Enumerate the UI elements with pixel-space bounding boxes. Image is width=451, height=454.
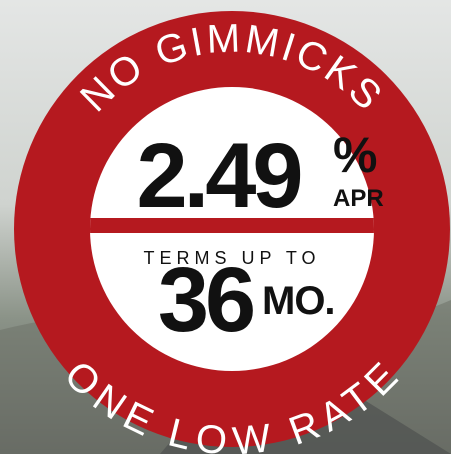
term-unit: MO. [262,279,335,323]
apr: APR [333,185,384,212]
ad-graphic: NO GIMMICKS ONE LOW RATE 2.49 % APR TERM… [0,0,451,454]
percent: % [333,127,377,183]
page: {"badge": {"top_arc": "NO GIMMICKS", "ra… [0,0,451,454]
rate: 2.49 [136,125,300,227]
term: 36 [158,249,253,351]
